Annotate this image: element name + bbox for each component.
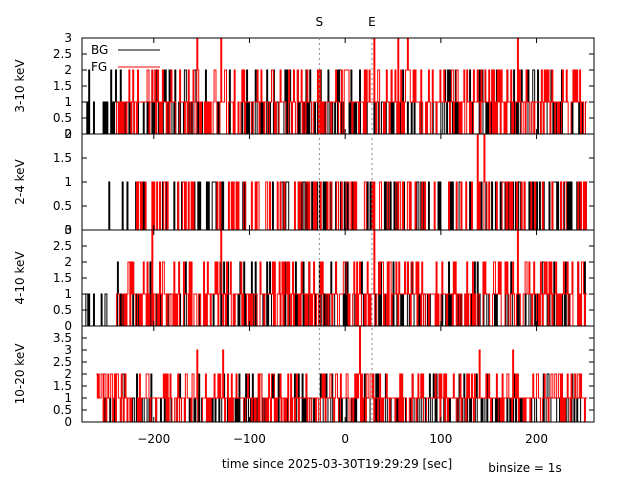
y-tick-label: 0.5 [53, 199, 72, 213]
y-tick-label: 2 [64, 127, 72, 141]
y-tick-label: 0 [64, 223, 72, 237]
y-axis-label: 3-10 keV [13, 59, 27, 113]
y-tick-label: 0.5 [53, 303, 72, 317]
y-tick-label: 0.5 [53, 403, 72, 417]
legend: BG FG [91, 43, 160, 74]
legend-label-fg: FG [91, 60, 107, 74]
y-tick-label: 3 [64, 343, 72, 357]
x-tick-label: 200 [525, 432, 548, 446]
y-tick-label: 2 [64, 255, 72, 269]
y-tick-label: 3 [64, 31, 72, 45]
y-tick-label: 3 [64, 223, 72, 237]
y-tick-label: 0 [64, 319, 72, 333]
y-tick-label: 2.5 [53, 239, 72, 253]
x-tick-label: 100 [429, 432, 452, 446]
series-fg-panel-1 [115, 37, 588, 135]
x-tick-label: −100 [233, 432, 266, 446]
y-tick-label: 1 [64, 95, 72, 109]
y-tick-label: 1.5 [53, 79, 72, 93]
x-axis-label: time since 2025-03-30T19:29:29 [sec] [222, 457, 452, 471]
y-tick-label: 1.5 [53, 151, 72, 165]
y-tick-label: 0 [64, 415, 72, 429]
legend-label-bg: BG [91, 43, 108, 57]
y-tick-label: 1.5 [53, 379, 72, 393]
y-tick-label: 2.5 [53, 47, 72, 61]
binsize-note: binsize = 1s [488, 461, 561, 475]
y-tick-label: 2 [64, 63, 72, 77]
marker-label-e: E [368, 15, 376, 29]
x-tick-label: −200 [137, 432, 170, 446]
y-tick-label: 3.5 [53, 331, 72, 345]
panel-4: 00.511.522.533.5 10-20 keV [13, 325, 595, 429]
y-tick-label: 2 [64, 367, 72, 381]
y-tick-label: 1 [64, 175, 72, 189]
y-tick-label: 0.5 [53, 111, 72, 125]
y-tick-label: 1.5 [53, 271, 72, 285]
y-tick-label: 1 [64, 391, 72, 405]
panel-3: 0 0.5 1 1.5 2 2.5 3 4-10 keV [13, 223, 595, 333]
y-axis-label: 4-10 keV [13, 251, 27, 305]
y-axis-label: 10-20 keV [13, 343, 27, 405]
y-axis-label: 2-4 keV [13, 158, 27, 204]
marker-label-s: S [316, 15, 324, 29]
x-tick-label: 0 [341, 432, 349, 446]
y-tick-label: 0 [64, 127, 72, 141]
y-tick-label: 2.5 [53, 355, 72, 369]
y-tick-label: 1 [64, 287, 72, 301]
panel-2: 0 0.5 1 1.5 2 2-4 keV [13, 127, 595, 237]
